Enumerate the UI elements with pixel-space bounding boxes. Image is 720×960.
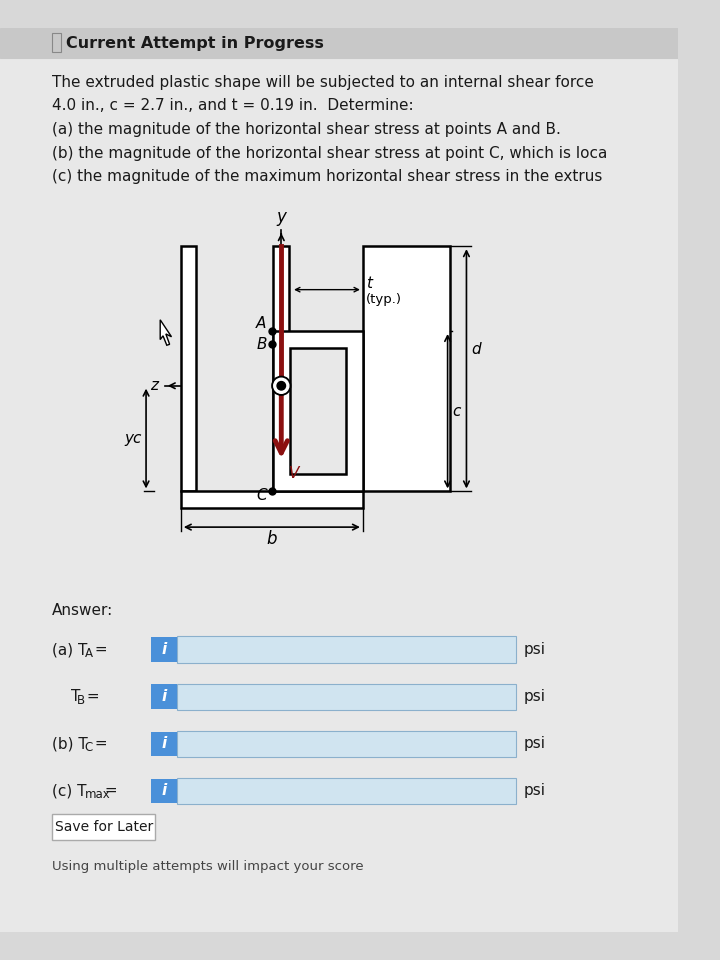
Polygon shape [160, 320, 171, 346]
Bar [150, 684, 177, 709]
Bar [177, 778, 516, 804]
Text: d: d [471, 343, 481, 357]
Text: T: T [71, 689, 80, 705]
Bar [290, 348, 346, 474]
Text: i: i [161, 736, 166, 752]
Text: (c) T: (c) T [52, 783, 86, 799]
Bar [150, 779, 177, 804]
Text: psi: psi [524, 689, 546, 705]
Text: Save for Later: Save for Later [55, 820, 153, 834]
Text: C: C [85, 741, 93, 755]
Text: A: A [256, 316, 266, 331]
Text: c: c [452, 404, 461, 419]
Circle shape [274, 378, 289, 394]
Text: C: C [256, 488, 266, 503]
Text: V: V [289, 466, 300, 481]
Text: A: A [85, 647, 93, 660]
Bar [177, 636, 516, 662]
Bar [150, 732, 177, 756]
Text: b: b [266, 530, 277, 548]
Bar [181, 492, 363, 508]
Text: Answer:: Answer: [52, 603, 113, 617]
Bar [177, 731, 516, 757]
Text: Using multiple attempts will impact your score: Using multiple attempts will impact your… [52, 860, 364, 873]
Bar [177, 684, 516, 710]
Text: (a) T: (a) T [52, 642, 87, 657]
Text: (b) the magnitude of the horizontal shear stress at point C, which is loca: (b) the magnitude of the horizontal shea… [52, 146, 607, 160]
Text: B: B [77, 694, 86, 707]
Bar [181, 247, 196, 492]
Text: z: z [150, 378, 158, 394]
Bar [363, 247, 451, 492]
Circle shape [277, 381, 286, 390]
Bar [52, 34, 61, 52]
Text: i: i [161, 783, 166, 799]
Circle shape [272, 376, 291, 396]
Bar [274, 247, 289, 492]
Text: t: t [366, 276, 372, 292]
Text: (b) T: (b) T [52, 736, 88, 752]
Text: psi: psi [524, 783, 546, 799]
Text: psi: psi [524, 736, 546, 752]
Text: B: B [256, 337, 266, 351]
Text: =: = [90, 642, 107, 657]
Text: psi: psi [524, 642, 546, 657]
Text: =: = [83, 689, 100, 705]
Text: 4.0 in., c = 2.7 in., and t = 0.19 in.  Determine:: 4.0 in., c = 2.7 in., and t = 0.19 in. D… [52, 98, 413, 113]
Text: i: i [161, 689, 166, 705]
Text: yc: yc [124, 431, 141, 446]
Text: =: = [100, 783, 118, 799]
Bar [52, 813, 156, 840]
Text: Current Attempt in Progress: Current Attempt in Progress [66, 36, 324, 51]
Bar [0, 28, 678, 58]
Text: (c) the magnitude of the maximum horizontal shear stress in the extrus: (c) the magnitude of the maximum horizon… [52, 169, 602, 184]
Text: The extruded plastic shape will be subjected to an internal shear force: The extruded plastic shape will be subje… [52, 75, 594, 90]
Bar [274, 331, 363, 492]
Text: (typ.): (typ.) [366, 293, 402, 305]
Text: max: max [85, 788, 111, 802]
Text: i: i [161, 642, 166, 657]
Text: =: = [90, 736, 107, 752]
Text: (a) the magnitude of the horizontal shear stress at points A and B.: (a) the magnitude of the horizontal shea… [52, 122, 561, 137]
Text: y: y [276, 207, 287, 226]
Bar [150, 637, 177, 661]
